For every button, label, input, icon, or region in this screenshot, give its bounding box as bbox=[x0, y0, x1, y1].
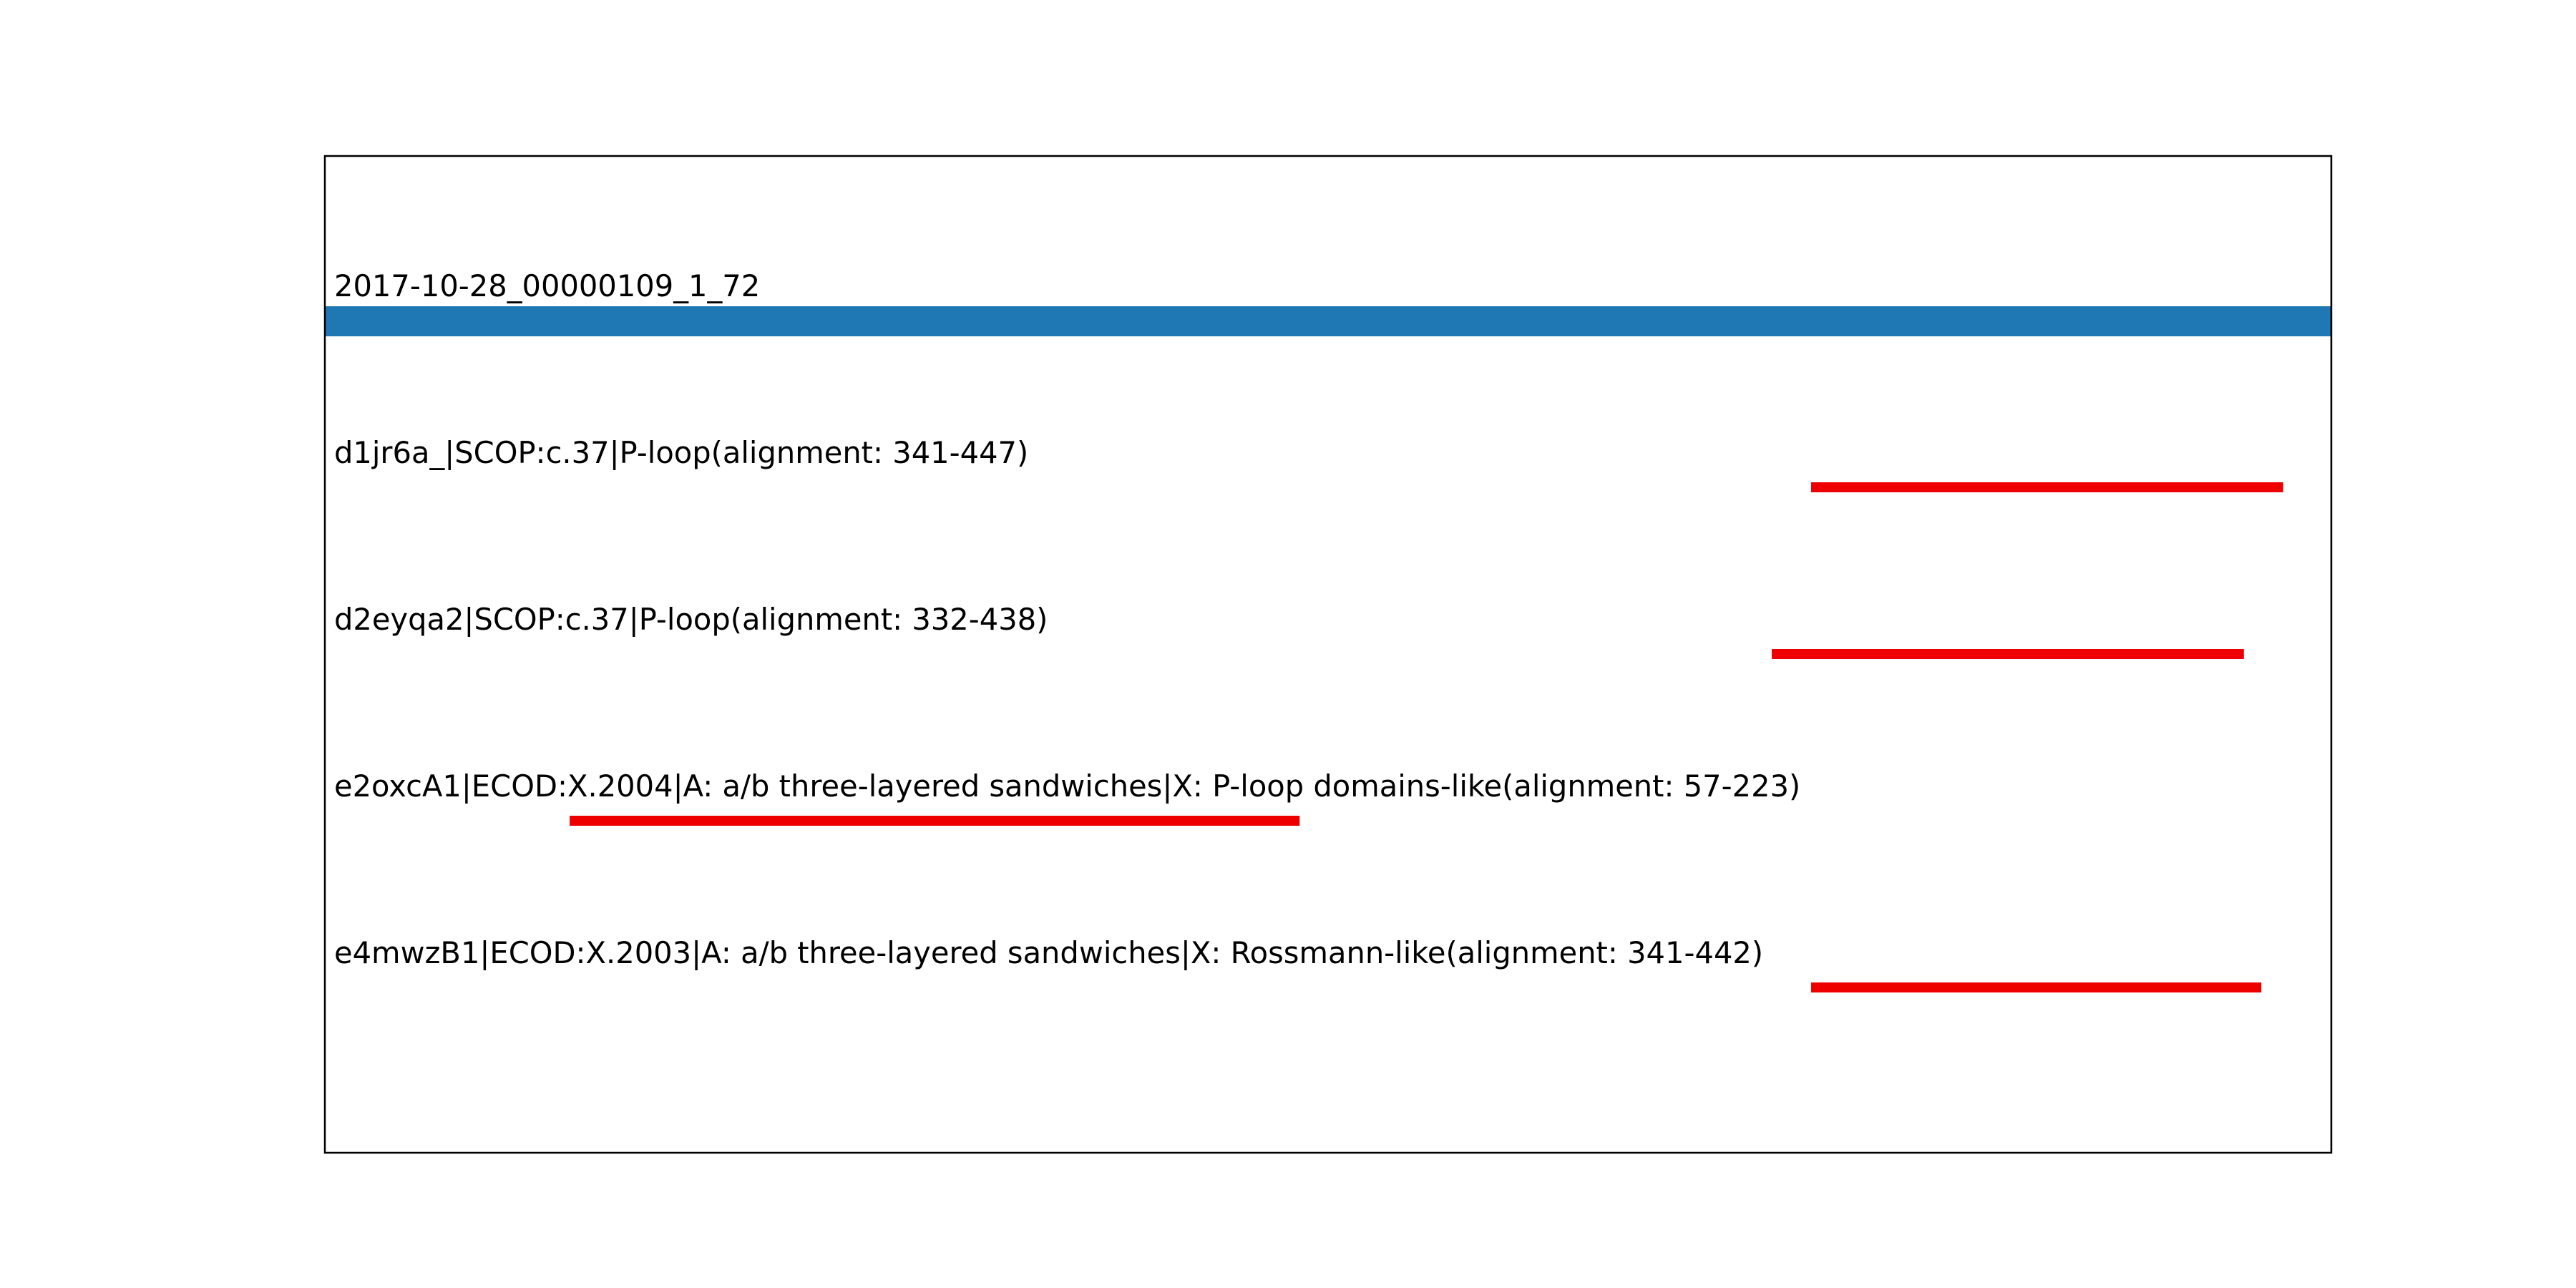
hit-bar-1 bbox=[1811, 482, 2283, 492]
query-label: 2017-10-28_00000109_1_72 bbox=[334, 268, 760, 303]
hit-bar-3 bbox=[570, 816, 1300, 826]
hit-bar-2 bbox=[1772, 649, 2244, 659]
query-bar bbox=[325, 306, 2331, 336]
hit-label: e2oxcA1|ECOD:X.2004|A: a/b three-layered… bbox=[334, 769, 1800, 804]
hit-label: d2eyqa2|SCOP:c.37|P-loop(alignment: 332-… bbox=[334, 602, 1048, 637]
hit-bar-4 bbox=[1811, 982, 2262, 992]
hit-label: e4mwzB1|ECOD:X.2003|A: a/b three-layered… bbox=[334, 935, 1763, 970]
plot-frame bbox=[323, 155, 2333, 1154]
hit-label: d1jr6a_|SCOP:c.37|P-loop(alignment: 341-… bbox=[334, 435, 1028, 470]
